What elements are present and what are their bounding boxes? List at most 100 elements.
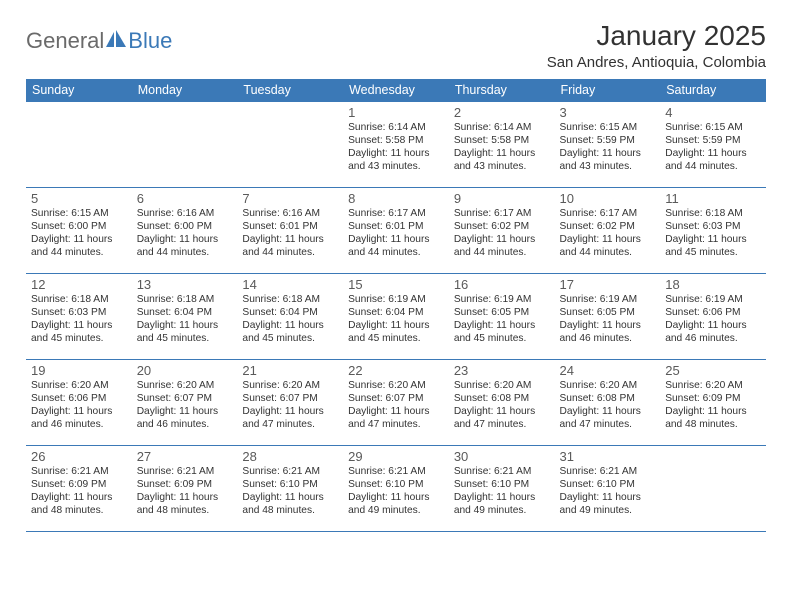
sail-icon [106, 28, 128, 54]
calendar-cell: 9Sunrise: 6:17 AMSunset: 6:02 PMDaylight… [449, 188, 555, 274]
calendar-cell: 6Sunrise: 6:16 AMSunset: 6:00 PMDaylight… [132, 188, 238, 274]
calendar-cell: 1Sunrise: 6:14 AMSunset: 5:58 PMDaylight… [343, 102, 449, 188]
day-details: Sunrise: 6:15 AMSunset: 6:00 PMDaylight:… [31, 207, 127, 259]
col-header: Saturday [660, 79, 766, 102]
day-details: Sunrise: 6:18 AMSunset: 6:03 PMDaylight:… [31, 293, 127, 345]
calendar-cell [660, 446, 766, 532]
day-number: 16 [454, 277, 550, 292]
col-header: Friday [555, 79, 661, 102]
day-details: Sunrise: 6:14 AMSunset: 5:58 PMDaylight:… [454, 121, 550, 173]
calendar-cell: 26Sunrise: 6:21 AMSunset: 6:09 PMDayligh… [26, 446, 132, 532]
col-header: Monday [132, 79, 238, 102]
day-number: 31 [560, 449, 656, 464]
day-number: 8 [348, 191, 444, 206]
calendar-cell: 25Sunrise: 6:20 AMSunset: 6:09 PMDayligh… [660, 360, 766, 446]
day-details: Sunrise: 6:19 AMSunset: 6:05 PMDaylight:… [454, 293, 550, 345]
day-number: 4 [665, 105, 761, 120]
day-number: 13 [137, 277, 233, 292]
day-details: Sunrise: 6:20 AMSunset: 6:09 PMDaylight:… [665, 379, 761, 431]
day-details: Sunrise: 6:15 AMSunset: 5:59 PMDaylight:… [560, 121, 656, 173]
calendar-header-row: Sunday Monday Tuesday Wednesday Thursday… [26, 79, 766, 102]
calendar-cell: 16Sunrise: 6:19 AMSunset: 6:05 PMDayligh… [449, 274, 555, 360]
calendar-cell: 20Sunrise: 6:20 AMSunset: 6:07 PMDayligh… [132, 360, 238, 446]
day-details [137, 106, 233, 145]
day-details: Sunrise: 6:18 AMSunset: 6:04 PMDaylight:… [137, 293, 233, 345]
day-number: 9 [454, 191, 550, 206]
day-details: Sunrise: 6:19 AMSunset: 6:05 PMDaylight:… [560, 293, 656, 345]
calendar-cell: 7Sunrise: 6:16 AMSunset: 6:01 PMDaylight… [237, 188, 343, 274]
calendar-cell: 12Sunrise: 6:18 AMSunset: 6:03 PMDayligh… [26, 274, 132, 360]
day-number: 27 [137, 449, 233, 464]
day-number: 24 [560, 363, 656, 378]
day-details: Sunrise: 6:21 AMSunset: 6:09 PMDaylight:… [137, 465, 233, 517]
calendar-cell: 30Sunrise: 6:21 AMSunset: 6:10 PMDayligh… [449, 446, 555, 532]
day-details [242, 106, 338, 145]
calendar-page: General Blue January 2025 San Andres, An… [0, 0, 792, 542]
day-number: 25 [665, 363, 761, 378]
calendar-cell: 18Sunrise: 6:19 AMSunset: 6:06 PMDayligh… [660, 274, 766, 360]
calendar-cell [237, 102, 343, 188]
day-details: Sunrise: 6:20 AMSunset: 6:06 PMDaylight:… [31, 379, 127, 431]
day-details: Sunrise: 6:17 AMSunset: 6:01 PMDaylight:… [348, 207, 444, 259]
calendar-cell [132, 102, 238, 188]
calendar-cell: 10Sunrise: 6:17 AMSunset: 6:02 PMDayligh… [555, 188, 661, 274]
calendar-row: 12Sunrise: 6:18 AMSunset: 6:03 PMDayligh… [26, 274, 766, 360]
day-details: Sunrise: 6:18 AMSunset: 6:03 PMDaylight:… [665, 207, 761, 259]
calendar-cell [26, 102, 132, 188]
calendar-row: 1Sunrise: 6:14 AMSunset: 5:58 PMDaylight… [26, 102, 766, 188]
day-details: Sunrise: 6:21 AMSunset: 6:10 PMDaylight:… [560, 465, 656, 517]
col-header: Wednesday [343, 79, 449, 102]
calendar-cell: 29Sunrise: 6:21 AMSunset: 6:10 PMDayligh… [343, 446, 449, 532]
calendar-cell: 2Sunrise: 6:14 AMSunset: 5:58 PMDaylight… [449, 102, 555, 188]
day-number: 1 [348, 105, 444, 120]
day-number: 6 [137, 191, 233, 206]
day-number: 26 [31, 449, 127, 464]
day-details: Sunrise: 6:18 AMSunset: 6:04 PMDaylight:… [242, 293, 338, 345]
calendar-body: 1Sunrise: 6:14 AMSunset: 5:58 PMDaylight… [26, 102, 766, 532]
day-details [665, 450, 761, 489]
day-number: 12 [31, 277, 127, 292]
day-details: Sunrise: 6:17 AMSunset: 6:02 PMDaylight:… [560, 207, 656, 259]
brand-word2: Blue [128, 28, 172, 54]
day-number: 20 [137, 363, 233, 378]
calendar-cell: 24Sunrise: 6:20 AMSunset: 6:08 PMDayligh… [555, 360, 661, 446]
calendar-cell: 28Sunrise: 6:21 AMSunset: 6:10 PMDayligh… [237, 446, 343, 532]
day-details: Sunrise: 6:20 AMSunset: 6:07 PMDaylight:… [137, 379, 233, 431]
day-number: 22 [348, 363, 444, 378]
day-number: 21 [242, 363, 338, 378]
calendar-cell: 4Sunrise: 6:15 AMSunset: 5:59 PMDaylight… [660, 102, 766, 188]
calendar-cell: 5Sunrise: 6:15 AMSunset: 6:00 PMDaylight… [26, 188, 132, 274]
calendar-cell: 15Sunrise: 6:19 AMSunset: 6:04 PMDayligh… [343, 274, 449, 360]
day-details: Sunrise: 6:20 AMSunset: 6:07 PMDaylight:… [242, 379, 338, 431]
calendar-cell: 13Sunrise: 6:18 AMSunset: 6:04 PMDayligh… [132, 274, 238, 360]
day-number: 7 [242, 191, 338, 206]
day-details: Sunrise: 6:21 AMSunset: 6:10 PMDaylight:… [242, 465, 338, 517]
calendar-cell: 17Sunrise: 6:19 AMSunset: 6:05 PMDayligh… [555, 274, 661, 360]
day-details: Sunrise: 6:21 AMSunset: 6:10 PMDaylight:… [454, 465, 550, 517]
col-header: Thursday [449, 79, 555, 102]
day-details: Sunrise: 6:19 AMSunset: 6:06 PMDaylight:… [665, 293, 761, 345]
calendar-cell: 27Sunrise: 6:21 AMSunset: 6:09 PMDayligh… [132, 446, 238, 532]
day-details [31, 106, 127, 145]
location-text: San Andres, Antioquia, Colombia [547, 54, 766, 71]
day-details: Sunrise: 6:20 AMSunset: 6:07 PMDaylight:… [348, 379, 444, 431]
day-number: 14 [242, 277, 338, 292]
day-number: 30 [454, 449, 550, 464]
calendar-cell: 14Sunrise: 6:18 AMSunset: 6:04 PMDayligh… [237, 274, 343, 360]
day-number: 10 [560, 191, 656, 206]
day-details: Sunrise: 6:16 AMSunset: 6:00 PMDaylight:… [137, 207, 233, 259]
day-details: Sunrise: 6:21 AMSunset: 6:10 PMDaylight:… [348, 465, 444, 517]
calendar-cell: 8Sunrise: 6:17 AMSunset: 6:01 PMDaylight… [343, 188, 449, 274]
day-details: Sunrise: 6:20 AMSunset: 6:08 PMDaylight:… [560, 379, 656, 431]
calendar-cell: 22Sunrise: 6:20 AMSunset: 6:07 PMDayligh… [343, 360, 449, 446]
calendar-cell: 31Sunrise: 6:21 AMSunset: 6:10 PMDayligh… [555, 446, 661, 532]
day-details: Sunrise: 6:21 AMSunset: 6:09 PMDaylight:… [31, 465, 127, 517]
col-header: Sunday [26, 79, 132, 102]
day-number: 3 [560, 105, 656, 120]
col-header: Tuesday [237, 79, 343, 102]
title-block: January 2025 San Andres, Antioquia, Colo… [547, 20, 766, 71]
day-details: Sunrise: 6:14 AMSunset: 5:58 PMDaylight:… [348, 121, 444, 173]
calendar-table: Sunday Monday Tuesday Wednesday Thursday… [26, 79, 766, 532]
day-details: Sunrise: 6:15 AMSunset: 5:59 PMDaylight:… [665, 121, 761, 173]
day-details: Sunrise: 6:19 AMSunset: 6:04 PMDaylight:… [348, 293, 444, 345]
